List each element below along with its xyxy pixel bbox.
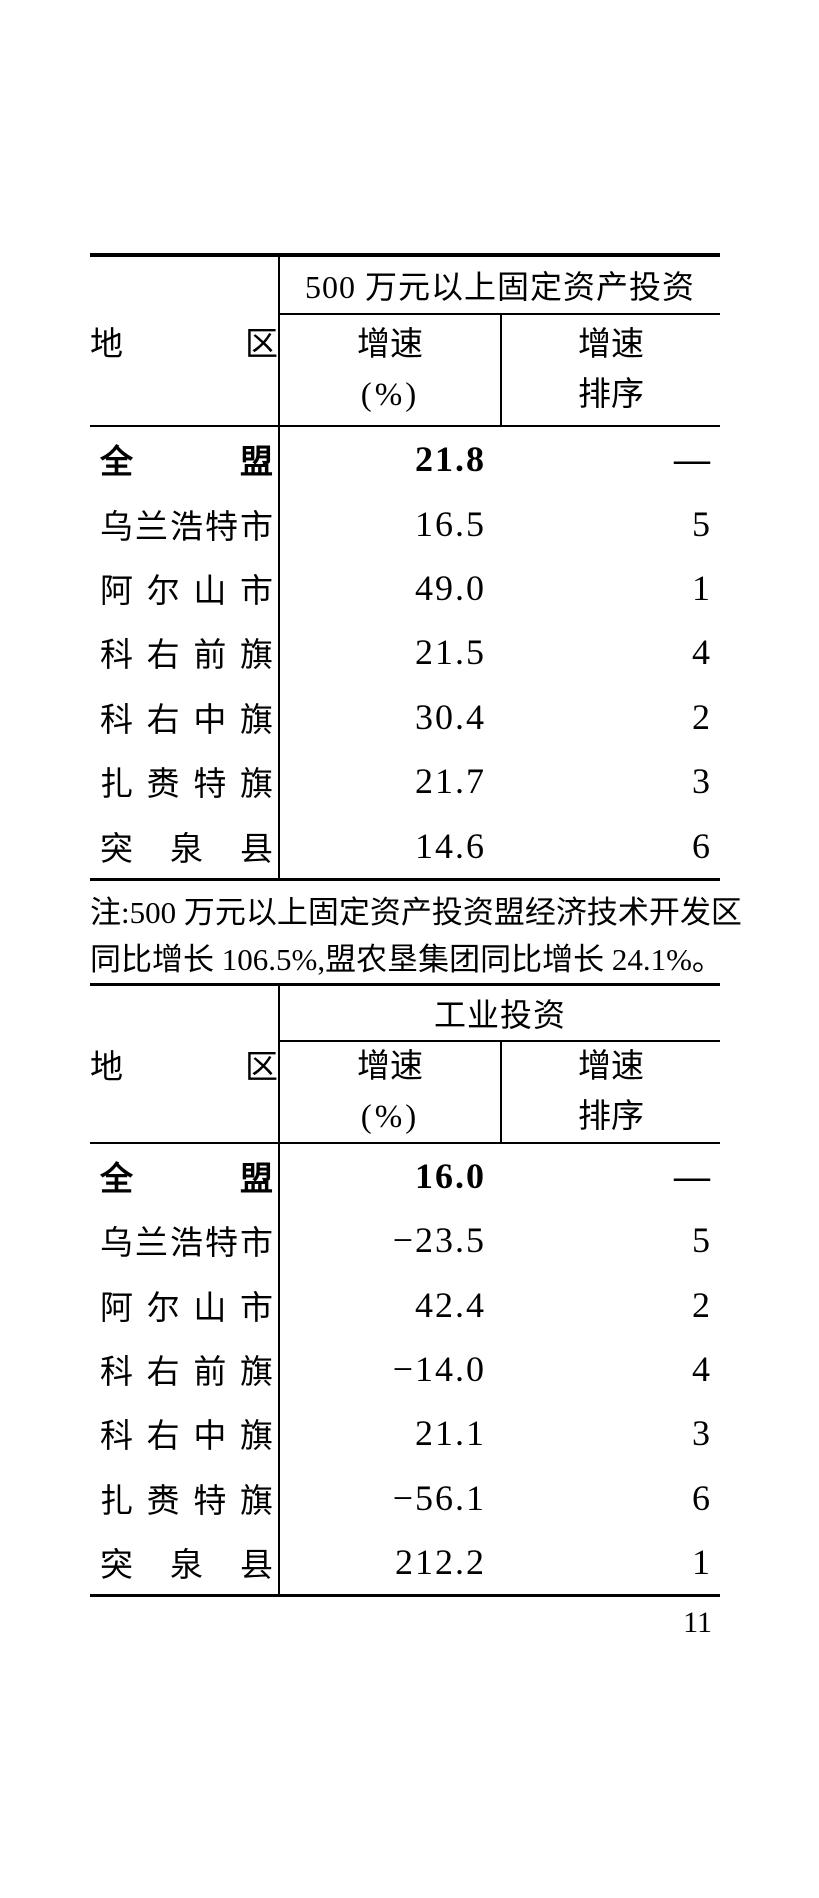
rank-value: 1: [692, 567, 712, 608]
rank-value: 4: [692, 632, 712, 673]
table-body: 全盟 16.0 — 乌兰浩特市 −23.5 5 阿尔山市 42.4 2 科右前旗…: [90, 1143, 720, 1595]
growth-value: 16.5: [415, 503, 486, 544]
region-column-header: 地区: [90, 1049, 278, 1086]
rank-column-header: 增速 排序: [500, 1041, 720, 1142]
rank-header-line1: 增速: [578, 327, 644, 363]
growth-value: −14.0: [392, 1349, 486, 1390]
growth-value: 16.0: [415, 1155, 486, 1196]
table-row: 扎赉特旗 21.7 3: [90, 748, 720, 814]
table-row: 乌兰浩特市 16.5 5: [90, 491, 720, 556]
growth-value: 21.7: [415, 761, 486, 802]
table-span-header: 500 万元以上固定资产投资: [280, 257, 720, 315]
region-cell: 乌兰浩特市: [90, 491, 280, 556]
rank-header-line2: 排序: [578, 377, 644, 413]
region-cell: 全盟: [90, 1143, 280, 1209]
rank-value: 5: [692, 503, 712, 544]
region-cell: 科右前旗: [90, 1336, 280, 1402]
region-cell: 阿尔山市: [90, 1272, 280, 1337]
table-row: 突泉县 212.2 1: [90, 1530, 720, 1595]
table-row: 科右前旗 −14.0 4: [90, 1336, 720, 1402]
rank-value: 1: [692, 1542, 712, 1583]
region-cell: 科右前旗: [90, 620, 280, 685]
rank-value: 4: [692, 1349, 712, 1390]
rank-value: 6: [692, 825, 712, 866]
data-columns-header: 500 万元以上固定资产投资 增速 (%) 增速 排序: [280, 257, 720, 425]
region-cell: 全盟: [90, 427, 280, 492]
region-cell: 突泉县: [90, 1530, 280, 1595]
table-note: 注:500 万元以上固定资产投资盟经济技术开发区 同比增长 106.5%,盟农垦…: [90, 889, 742, 983]
growth-header-line2: (%): [360, 1098, 420, 1135]
table-row: 全盟 21.8 —: [90, 427, 720, 492]
growth-value: 49.0: [415, 567, 486, 608]
rank-value: 3: [692, 761, 712, 802]
growth-value: 21.5: [415, 632, 486, 673]
table-row: 科右前旗 21.5 4: [90, 620, 720, 685]
growth-header-line2: (%): [360, 377, 420, 413]
growth-header-line1: 增速: [357, 1048, 423, 1085]
rank-value: 3: [692, 1413, 712, 1454]
growth-value: 21.8: [415, 439, 486, 480]
growth-header-line1: 增速: [357, 327, 423, 363]
rank-column-header: 增速 排序: [500, 315, 720, 425]
rank-value: 2: [692, 696, 712, 737]
growth-value: −56.1: [392, 1477, 486, 1518]
sub-header-row: 增速 (%) 增速 排序: [280, 315, 720, 425]
rank-value: —: [674, 439, 712, 480]
growth-value: 21.1: [415, 1413, 486, 1454]
growth-value: 30.4: [415, 696, 486, 737]
growth-column-header: 增速 (%): [280, 315, 500, 425]
table-header: 地区 工业投资 增速 (%) 增速 排序: [90, 985, 720, 1144]
growth-value: 212.2: [395, 1542, 486, 1583]
region-column-header-cell: 地区: [90, 257, 280, 425]
table-row: 科右中旗 21.1 3: [90, 1401, 720, 1466]
table-row: 阿尔山市 42.4 2: [90, 1272, 720, 1337]
page-number: 11: [683, 1606, 712, 1640]
rank-header-line2: 排序: [578, 1098, 644, 1135]
rank-value: —: [674, 1155, 712, 1196]
rank-value: 5: [692, 1220, 712, 1261]
region-cell: 阿尔山市: [90, 555, 280, 621]
table-row: 全盟 16.0 —: [90, 1143, 720, 1209]
region-cell: 科右中旗: [90, 1401, 280, 1466]
table-note-line1: 注:500 万元以上固定资产投资盟经济技术开发区: [90, 894, 742, 930]
growth-column-header: 增速 (%): [280, 1042, 500, 1142]
region-cell: 科右中旗: [90, 684, 280, 749]
rank-value: 2: [692, 1284, 712, 1325]
growth-value: −23.5: [392, 1220, 486, 1261]
region-column-header-cell: 地区: [90, 985, 280, 1142]
rank-value: 6: [692, 1477, 712, 1518]
region-cell: 突泉县: [90, 813, 280, 878]
table-row: 乌兰浩特市 −23.5 5: [90, 1208, 720, 1273]
data-columns-header: 工业投资 增速 (%) 增速 排序: [280, 986, 720, 1142]
region-cell: 乌兰浩特市: [90, 1208, 280, 1273]
page-content: 地区 500 万元以上固定资产投资 增速 (%) 增速 排序: [90, 253, 742, 1641]
rank-header-line1: 增速: [578, 1048, 644, 1085]
table-span-header: 工业投资: [280, 986, 720, 1042]
table-note-line2: 同比增长 106.5%,盟农垦集团同比增长 24.1%。: [90, 941, 723, 977]
table-row: 科右中旗 30.4 2: [90, 684, 720, 749]
region-cell: 扎赉特旗: [90, 1465, 280, 1531]
table-row: 扎赉特旗 −56.1 6: [90, 1465, 720, 1531]
table-header: 地区 500 万元以上固定资产投资 增速 (%) 增速 排序: [90, 257, 720, 427]
growth-value: 14.6: [415, 825, 486, 866]
sub-header-row: 增速 (%) 增速 排序: [280, 1041, 720, 1142]
table-body: 全盟 21.8 — 乌兰浩特市 16.5 5 阿尔山市 49.0 1 科右前旗 …: [90, 427, 720, 878]
region-cell: 扎赉特旗: [90, 748, 280, 814]
table-row: 阿尔山市 49.0 1: [90, 555, 720, 621]
region-column-header: 地区: [90, 327, 278, 363]
table-industrial-investment: 地区 工业投资 增速 (%) 增速 排序: [90, 982, 720, 1598]
table-fixed-asset-investment: 地区 500 万元以上固定资产投资 增速 (%) 增速 排序: [90, 253, 720, 881]
growth-value: 42.4: [415, 1284, 486, 1325]
table-row: 突泉县 14.6 6: [90, 813, 720, 878]
